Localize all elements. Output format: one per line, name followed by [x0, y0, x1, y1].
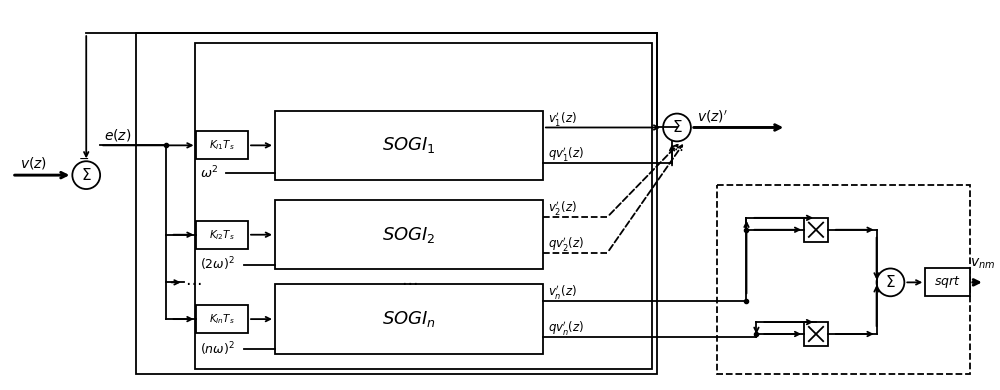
Text: $e(z)$: $e(z)$	[104, 128, 132, 144]
Text: $v(z)$: $v(z)$	[20, 155, 47, 171]
Bar	[275, 200, 543, 269]
Text: $K_{I1}T_s$: $K_{I1}T_s$	[209, 138, 235, 152]
Bar	[196, 131, 248, 159]
Text: $v(z)'$: $v(z)'$	[697, 108, 728, 125]
Bar	[195, 43, 652, 369]
Text: $v_{nm}$: $v_{nm}$	[970, 256, 995, 271]
Bar	[196, 221, 248, 248]
Text: $sqrt$: $sqrt$	[934, 275, 960, 291]
Text: $\cdots$: $\cdots$	[401, 273, 417, 291]
Text: $(2\omega)^2$: $(2\omega)^2$	[200, 256, 235, 273]
Text: $-$: $-$	[78, 152, 89, 165]
Text: $(n\omega)^2$: $(n\omega)^2$	[200, 340, 235, 358]
Text: $v_2'(z)$: $v_2'(z)$	[548, 199, 577, 217]
Text: $\Sigma$: $\Sigma$	[885, 275, 896, 291]
Text: $\cdots$: $\cdots$	[185, 273, 202, 291]
Text: $\omega^2$: $\omega^2$	[200, 165, 219, 181]
Text: $qv_n'(z)$: $qv_n'(z)$	[548, 319, 584, 337]
Bar	[136, 33, 657, 374]
Bar	[925, 268, 970, 296]
Text: $qv_1'(z)$: $qv_1'(z)$	[548, 145, 584, 163]
Text: $v_n'(z)$: $v_n'(z)$	[548, 283, 577, 301]
Bar	[275, 284, 543, 354]
Text: $SOGI_1$: $SOGI_1$	[382, 135, 436, 155]
Bar	[804, 218, 828, 242]
Bar	[196, 305, 248, 333]
Text: $v_1'(z)$: $v_1'(z)$	[548, 110, 577, 128]
Bar	[804, 322, 828, 346]
Text: $\Sigma$: $\Sigma$	[672, 119, 682, 135]
Text: $\Sigma$: $\Sigma$	[81, 167, 92, 183]
Bar	[275, 111, 543, 180]
Text: $qv_2'(z)$: $qv_2'(z)$	[548, 235, 584, 253]
Text: $K_{I2}T_s$: $K_{I2}T_s$	[209, 228, 235, 242]
Text: $SOGI_2$: $SOGI_2$	[382, 225, 436, 245]
Text: $SOGI_n$: $SOGI_n$	[382, 309, 436, 329]
Text: $K_{In}T_s$: $K_{In}T_s$	[209, 312, 235, 326]
Bar	[717, 185, 970, 374]
